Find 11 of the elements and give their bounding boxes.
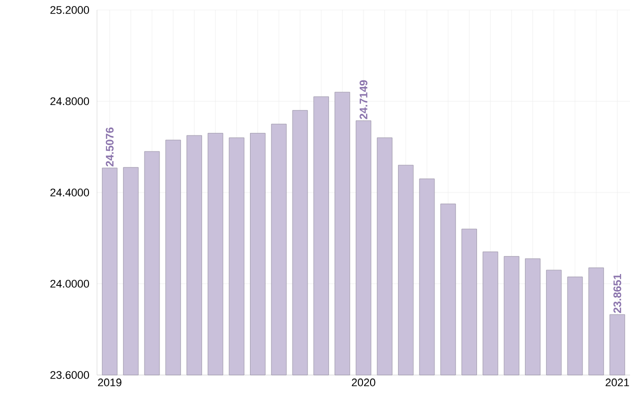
data-label: 24.5076 <box>106 128 114 166</box>
y-tick-label: 24.0000 <box>50 280 90 288</box>
x-tick-label: 2020 <box>352 378 376 386</box>
y-tick-label: 23.6000 <box>50 371 90 379</box>
y-tick-label: 24.8000 <box>50 97 90 106</box>
x-tick-label: 2021 <box>606 378 629 386</box>
x-tick-label: 2019 <box>98 378 122 386</box>
data-label: 24.7149 <box>360 80 368 120</box>
y-tick-label: 25.2000 <box>50 6 90 14</box>
data-label: 23.8651 <box>613 274 622 313</box>
y-tick-label: 24.4000 <box>50 188 90 196</box>
